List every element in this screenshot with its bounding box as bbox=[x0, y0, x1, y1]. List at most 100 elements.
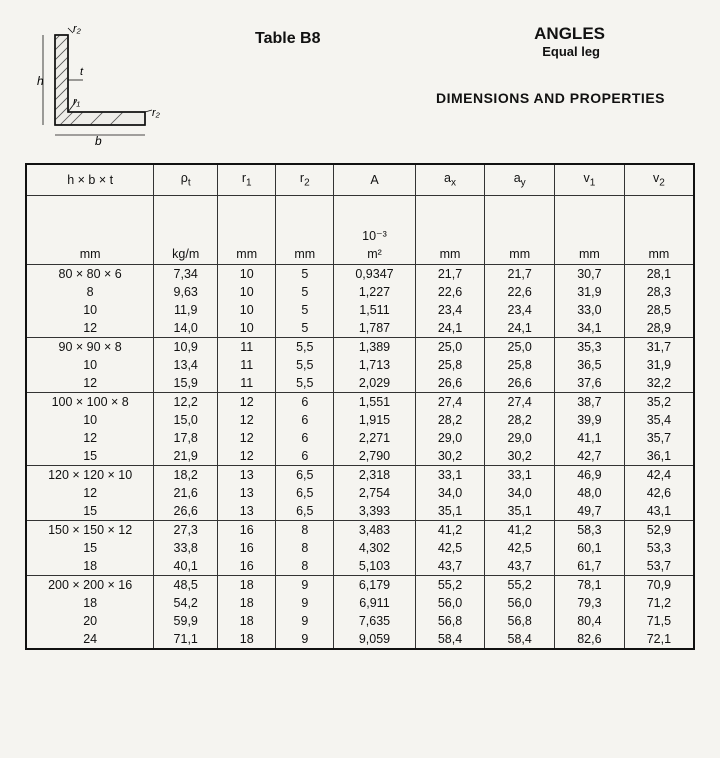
table-row: 80 × 80 × 67,341050,934721,721,730,728,1 bbox=[26, 264, 694, 283]
cell-mass: 17,8 bbox=[154, 429, 218, 447]
cell-r1: 11 bbox=[218, 356, 276, 374]
col-r2: r2 bbox=[276, 164, 334, 195]
cell-v2: 28,1 bbox=[624, 264, 694, 283]
cell-mass: 54,2 bbox=[154, 594, 218, 612]
table-row: 2059,91897,63556,856,880,471,5 bbox=[26, 612, 694, 630]
cell-ay: 58,4 bbox=[485, 630, 555, 649]
cell-size: 90 × 90 × 8 bbox=[26, 337, 154, 356]
cell-mass: 15,9 bbox=[154, 374, 218, 393]
cell-ax: 34,0 bbox=[415, 484, 485, 502]
cell-size: 200 × 200 × 16 bbox=[26, 575, 154, 594]
cell-ay: 56,0 bbox=[485, 594, 555, 612]
cell-ay: 23,4 bbox=[485, 301, 555, 319]
cell-ax: 56,0 bbox=[415, 594, 485, 612]
cell-size: 80 × 80 × 6 bbox=[26, 264, 154, 283]
cell-v1: 42,7 bbox=[555, 447, 625, 466]
cell-v1: 48,0 bbox=[555, 484, 625, 502]
cell-mass: 14,0 bbox=[154, 319, 218, 338]
cell-mass: 33,8 bbox=[154, 539, 218, 557]
table-row: 90 × 90 × 810,9115,51,38925,025,035,331,… bbox=[26, 337, 694, 356]
cell-area: 2,318 bbox=[334, 465, 415, 484]
cell-area: 1,227 bbox=[334, 283, 415, 301]
cell-ax: 43,7 bbox=[415, 557, 485, 576]
cell-v1: 61,7 bbox=[555, 557, 625, 576]
cell-r1: 13 bbox=[218, 502, 276, 521]
table-header: h × b × t ρt r1 r2 A ax ay v1 v2 10⁻³ mm… bbox=[26, 164, 694, 264]
cell-v1: 79,3 bbox=[555, 594, 625, 612]
cell-ay: 29,0 bbox=[485, 429, 555, 447]
cell-v2: 36,1 bbox=[624, 447, 694, 466]
cell-ay: 34,0 bbox=[485, 484, 555, 502]
unit-v2: mm bbox=[624, 245, 694, 265]
cell-v2: 42,6 bbox=[624, 484, 694, 502]
cell-r1: 18 bbox=[218, 630, 276, 649]
unit-ax: mm bbox=[415, 245, 485, 265]
cell-ax: 23,4 bbox=[415, 301, 485, 319]
cell-mass: 21,9 bbox=[154, 447, 218, 466]
cell-size: 24 bbox=[26, 630, 154, 649]
cell-r2: 6 bbox=[276, 411, 334, 429]
cell-ax: 29,0 bbox=[415, 429, 485, 447]
cell-v1: 39,9 bbox=[555, 411, 625, 429]
cell-ay: 56,8 bbox=[485, 612, 555, 630]
cell-ax: 30,2 bbox=[415, 447, 485, 466]
unit-area-top: 10⁻³ bbox=[334, 212, 415, 245]
cell-area: 6,179 bbox=[334, 575, 415, 594]
cell-r2: 5,5 bbox=[276, 337, 334, 356]
table-row: 2471,11899,05958,458,482,672,1 bbox=[26, 630, 694, 649]
cell-area: 2,754 bbox=[334, 484, 415, 502]
cell-area: 1,915 bbox=[334, 411, 415, 429]
header: h b t r₂ r₂ r₁ Table B8 ANGLES Equal leg… bbox=[25, 20, 695, 153]
table-row: 1854,21896,91156,056,079,371,2 bbox=[26, 594, 694, 612]
cell-v1: 46,9 bbox=[555, 465, 625, 484]
cell-area: 2,271 bbox=[334, 429, 415, 447]
col-mass: ρt bbox=[154, 164, 218, 195]
cell-r1: 10 bbox=[218, 319, 276, 338]
cell-ax: 58,4 bbox=[415, 630, 485, 649]
cell-r2: 5 bbox=[276, 264, 334, 283]
cell-r2: 6 bbox=[276, 392, 334, 411]
cell-mass: 12,2 bbox=[154, 392, 218, 411]
cell-r1: 16 bbox=[218, 557, 276, 576]
table-row: 120 × 120 × 1018,2136,52,31833,133,146,9… bbox=[26, 465, 694, 484]
cell-v2: 31,9 bbox=[624, 356, 694, 374]
cell-r2: 8 bbox=[276, 520, 334, 539]
cell-v1: 37,6 bbox=[555, 374, 625, 393]
cell-ay: 24,1 bbox=[485, 319, 555, 338]
table-body: 80 × 80 × 67,341050,934721,721,730,728,1… bbox=[26, 264, 694, 649]
cell-v2: 43,1 bbox=[624, 502, 694, 521]
cell-mass: 18,2 bbox=[154, 465, 218, 484]
cell-size: 12 bbox=[26, 374, 154, 393]
cell-r2: 9 bbox=[276, 575, 334, 594]
diagram-label-r1: r₁ bbox=[73, 96, 81, 108]
cell-ay: 28,2 bbox=[485, 411, 555, 429]
cell-area: 6,911 bbox=[334, 594, 415, 612]
cell-r1: 12 bbox=[218, 411, 276, 429]
table-row: 200 × 200 × 1648,51896,17955,255,278,170… bbox=[26, 575, 694, 594]
angle-diagram: h b t r₂ r₂ r₁ bbox=[25, 20, 175, 153]
cell-v2: 28,9 bbox=[624, 319, 694, 338]
cell-ay: 25,8 bbox=[485, 356, 555, 374]
cell-r2: 6 bbox=[276, 429, 334, 447]
cell-mass: 11,9 bbox=[154, 301, 218, 319]
cell-ax: 56,8 bbox=[415, 612, 485, 630]
cell-ax: 24,1 bbox=[415, 319, 485, 338]
cell-r2: 6 bbox=[276, 447, 334, 466]
cell-mass: 7,34 bbox=[154, 264, 218, 283]
cell-r2: 9 bbox=[276, 612, 334, 630]
table-row: 1214,01051,78724,124,134,128,9 bbox=[26, 319, 694, 338]
cell-ax: 55,2 bbox=[415, 575, 485, 594]
cell-mass: 40,1 bbox=[154, 557, 218, 576]
table-row: 1526,6136,53,39335,135,149,743,1 bbox=[26, 502, 694, 521]
cell-ax: 25,0 bbox=[415, 337, 485, 356]
cell-size: 12 bbox=[26, 484, 154, 502]
cell-ax: 42,5 bbox=[415, 539, 485, 557]
cell-r2: 8 bbox=[276, 557, 334, 576]
cell-size: 10 bbox=[26, 301, 154, 319]
col-ay: ay bbox=[485, 164, 555, 195]
cell-area: 2,790 bbox=[334, 447, 415, 466]
cell-v1: 31,9 bbox=[555, 283, 625, 301]
cell-size: 15 bbox=[26, 539, 154, 557]
cell-area: 1,713 bbox=[334, 356, 415, 374]
unit-ay: mm bbox=[485, 245, 555, 265]
